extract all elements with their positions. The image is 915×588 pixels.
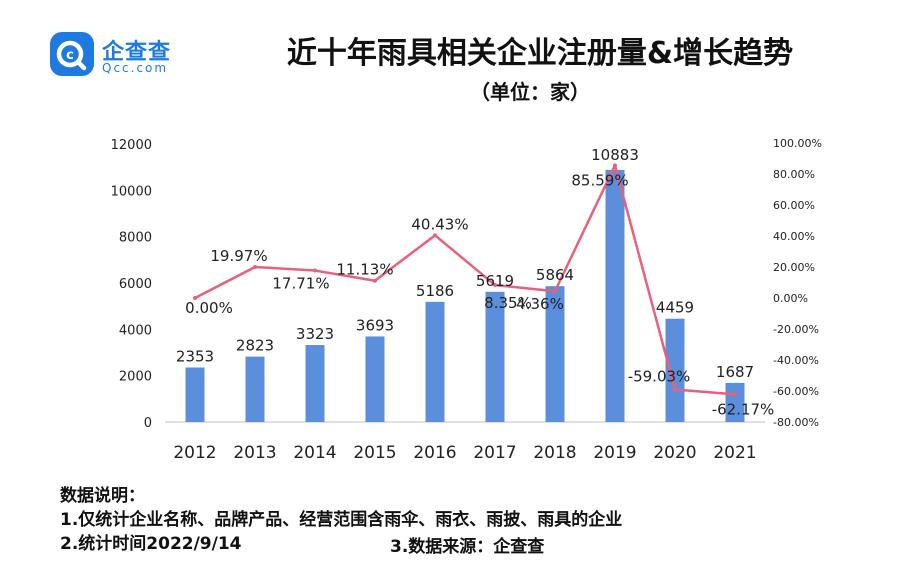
y-right-tick-label: 80.00% (773, 168, 815, 181)
line-data-label: 40.43% (411, 215, 468, 233)
logo: c 企查查 Qcc.com (50, 32, 190, 78)
bar (185, 367, 205, 422)
y-left-tick-label: 8000 (119, 231, 152, 246)
x-tick-label: 2021 (713, 443, 756, 463)
y-left-tick-label: 2000 (119, 370, 152, 385)
y-left-tick-label: 12000 (111, 138, 152, 153)
bar (665, 318, 685, 422)
logo-icon: c (50, 32, 94, 76)
y-right-tick-label: -60.00% (773, 385, 819, 398)
line-data-label: 17.71% (272, 275, 329, 293)
bar-data-label: 2353 (176, 347, 214, 365)
growth-line (194, 164, 736, 396)
y-right-tick-label: 60.00% (773, 199, 815, 212)
bar (365, 336, 385, 422)
line-data-label: 11.13% (336, 261, 393, 279)
notes-line-2: 2.统计时间2022/9/14 (60, 534, 242, 554)
y-right-tick-label: 40.00% (773, 230, 815, 243)
x-tick-label: 2019 (593, 443, 636, 463)
logo-domain: Qcc.com (102, 61, 169, 75)
bar-data-label: 4459 (656, 299, 694, 317)
bar-data-label: 5864 (536, 266, 574, 284)
line-point (253, 265, 257, 270)
x-tick-label: 2016 (413, 443, 456, 463)
line-point (673, 387, 677, 392)
bar (545, 286, 565, 422)
x-tick-label: 2014 (293, 443, 336, 463)
bar (245, 356, 265, 422)
y-left-tick-label: 10000 (111, 184, 152, 199)
bar-data-label: 3323 (296, 325, 334, 343)
y-right-tick-label: 20.00% (773, 261, 815, 274)
x-tick-label: 2012 (173, 443, 216, 463)
line-data-label: 0.00% (185, 299, 233, 317)
x-tick-label: 2015 (353, 443, 396, 463)
y-left-tick-label: 6000 (119, 277, 152, 292)
y-right-tick-label: -80.00% (773, 416, 819, 429)
line-data-label: 19.97% (210, 247, 267, 265)
line-point (193, 296, 197, 300)
logo-name: 企查查 (102, 40, 172, 65)
notes-heading: 数据说明： (60, 486, 145, 506)
y-left-tick-label: 0 (144, 416, 152, 431)
bar-data-label: 10883 (591, 146, 639, 164)
svg-text:c: c (66, 48, 74, 63)
bar-data-label: 2823 (236, 337, 274, 355)
bar-data-label: 5619 (476, 272, 514, 290)
y-right-tick-label: 100.00% (773, 137, 822, 150)
notes-source: 3.数据来源：企查查 (390, 537, 545, 557)
y-left-tick-label: 4000 (119, 323, 152, 338)
line-point (433, 233, 437, 238)
x-tick-label: 2020 (653, 443, 696, 463)
bar-data-label: 5186 (416, 282, 454, 300)
x-tick-label: 2017 (473, 443, 516, 463)
bar (485, 291, 505, 422)
line-data-label: 4.36% (516, 295, 564, 313)
combo-chart: 0 2000 4000 6000 8000 10000 12000 -80.00% -60.00… (111, 137, 822, 463)
y-right-tick-label: -40.00% (773, 354, 819, 367)
notes-line-1: 1.仅统计企业名称、品牌产品、经营范围含雨伞、雨衣、雨披、雨具的企业 (60, 510, 623, 530)
bar-data-label: 3693 (356, 316, 394, 334)
line-data-label: 8.35% (484, 294, 532, 312)
chart-title: 近十年雨具相关企业注册量&增长趋势 (286, 36, 794, 71)
line-point (373, 278, 377, 283)
bar (305, 345, 325, 422)
bar-data-label: 1687 (716, 363, 754, 381)
y-right-tick-label: 0.00% (773, 292, 808, 305)
line-point (733, 392, 737, 397)
bar (725, 382, 745, 422)
line-data-label: -62.17% (712, 400, 775, 418)
line-point (493, 283, 497, 288)
x-tick-label: 2013 (233, 443, 276, 463)
line-data-label: -59.03% (628, 367, 691, 385)
y-right-tick-label: -20.00% (773, 323, 819, 336)
line-data-label: 85.59% (571, 171, 628, 189)
bar (605, 169, 625, 422)
x-tick-label: 2018 (533, 443, 576, 463)
bar (425, 301, 445, 422)
data-notes: 数据说明： 1.仅统计企业名称、品牌产品、经营范围含雨伞、雨衣、雨披、雨具的企业… (60, 484, 622, 556)
line-point (613, 163, 617, 168)
line-point (553, 289, 557, 294)
chart-subtitle: （单位：家） (470, 80, 590, 104)
line-point (313, 268, 317, 273)
